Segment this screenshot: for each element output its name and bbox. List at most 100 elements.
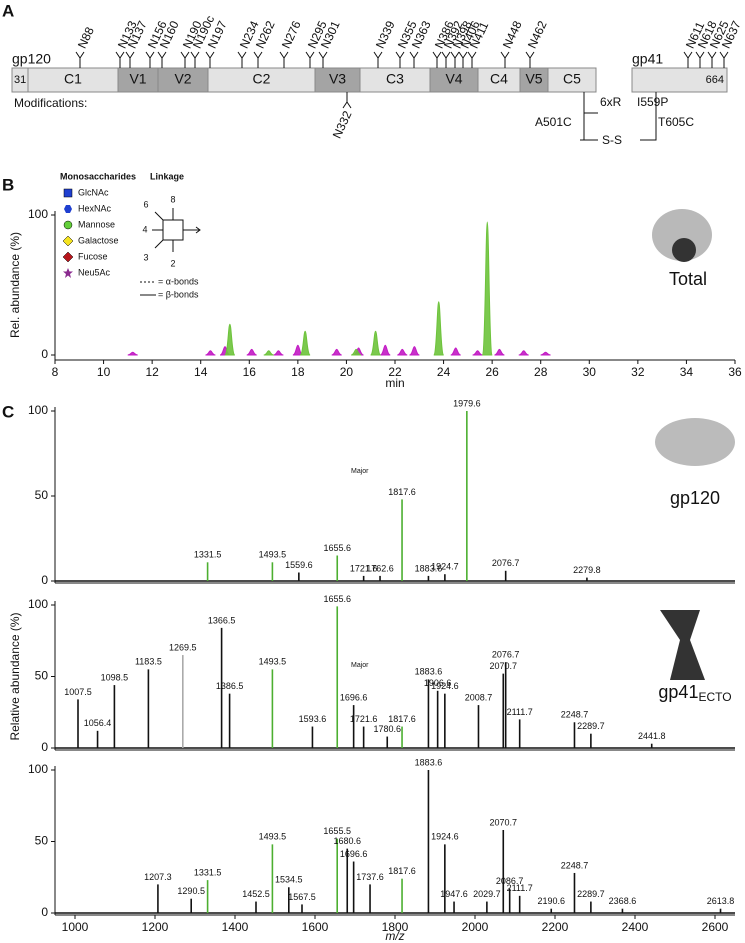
x-tick-label: 8 — [52, 365, 59, 379]
peak — [351, 348, 362, 356]
region — [547, 67, 597, 93]
peak-label: 1183.5 — [135, 657, 162, 667]
glycosite — [237, 51, 247, 68]
glycosite — [458, 51, 468, 68]
site-label: N276 — [279, 18, 304, 50]
glycosite — [318, 51, 328, 68]
glycosite — [180, 51, 190, 68]
legend-label: GlcNAc — [78, 187, 109, 197]
region-label: C3 — [386, 71, 404, 87]
y-axis-label: Rel. abundance (%) — [8, 232, 22, 338]
legend-symbol — [63, 220, 73, 230]
y-tick-label: 0 — [41, 347, 48, 361]
peak-label: 1655.6 — [323, 594, 351, 604]
peak-label: 2076.7 — [492, 558, 520, 568]
peak-label: 1207.3 — [144, 872, 172, 882]
legend-symbol — [62, 251, 74, 263]
site-label: N332 — [330, 108, 355, 140]
peak-label: 1924.6 — [431, 681, 459, 691]
legend-label: Galactose — [78, 235, 119, 245]
glycosite — [115, 51, 125, 68]
x-axis-label: m/z — [385, 929, 404, 943]
peak-label: 2070.7 — [490, 817, 518, 827]
y-tick-label: 50 — [35, 488, 49, 502]
region — [429, 67, 479, 93]
protein-bar — [631, 67, 728, 93]
x-tick-label: 2200 — [542, 920, 569, 934]
legend-label: Mannose — [78, 219, 115, 229]
peak-label: 1098.5 — [101, 672, 129, 682]
glycosite — [467, 51, 477, 68]
peak-label: 1979.6 — [453, 398, 481, 408]
glycosite — [75, 51, 85, 68]
peak-label: 1452.5 — [242, 889, 270, 899]
annotation: Major — [351, 662, 369, 669]
glycosite — [395, 51, 405, 68]
peak-label: 1721.6 — [350, 563, 378, 573]
x-tick-label: 1200 — [142, 920, 169, 934]
y-tick-label: 0 — [41, 573, 48, 587]
glycosite — [500, 51, 510, 68]
peak-label: 2613.8 — [707, 896, 735, 906]
panel-label: Total — [669, 269, 707, 289]
peak-label: 2111.7 — [507, 707, 533, 717]
peak-label: 1762.6 — [366, 563, 394, 573]
x-tick-label: 22 — [388, 365, 402, 379]
y-tick-label: 100 — [28, 207, 48, 221]
peak-label: 1947.6 — [440, 889, 468, 899]
peak-label: 2248.7 — [561, 710, 589, 720]
peak-label: 2248.7 — [561, 860, 589, 870]
linkage-number: 8 — [170, 194, 175, 204]
peak — [450, 347, 461, 356]
peak-label: 2008.7 — [465, 692, 493, 702]
legend-label: HexNAc — [78, 203, 112, 213]
modifications-label: Modifications: — [14, 96, 87, 110]
peak-label: 1696.6 — [340, 849, 368, 859]
peak-label: 2289.7 — [577, 721, 605, 731]
peak-label: 1780.6 — [373, 724, 401, 734]
annotation: Major — [351, 468, 369, 475]
glycosite — [279, 51, 289, 68]
x-tick-label: 36 — [728, 365, 742, 379]
peak — [472, 350, 483, 356]
x-tick-label: 10 — [97, 365, 111, 379]
linkage-number: 2 — [170, 258, 175, 268]
legend-label: Fucose — [78, 251, 108, 261]
peak-label: 1493.5 — [259, 832, 287, 842]
y-tick-label: 100 — [28, 597, 48, 611]
site-label: N448 — [500, 18, 525, 50]
glycosite — [373, 51, 383, 68]
x-tick-label: 1600 — [302, 920, 329, 934]
peak — [263, 350, 274, 356]
x-tick-label: 26 — [485, 365, 499, 379]
peak — [433, 301, 445, 356]
peak — [331, 348, 342, 356]
region-label: V4 — [445, 71, 462, 87]
y-tick-label: 100 — [28, 403, 48, 417]
region — [117, 67, 159, 93]
peak — [409, 346, 420, 356]
glycosite — [190, 51, 200, 68]
y-tick-label: 50 — [35, 669, 49, 683]
region-label: C5 — [563, 71, 581, 87]
glycosite — [450, 51, 460, 68]
site-label: N88 — [75, 24, 97, 50]
x-tick-label: 12 — [145, 365, 159, 379]
mod-label: I559P — [637, 95, 668, 109]
glycosite — [305, 51, 315, 68]
region — [157, 67, 209, 93]
glycosite — [205, 51, 215, 68]
region — [519, 67, 549, 93]
peak-label: 2441.8 — [638, 731, 666, 741]
peak-label: 1655.5 — [323, 826, 351, 836]
region-label: C2 — [253, 71, 271, 87]
peak — [397, 348, 408, 356]
peak — [494, 348, 505, 356]
region — [359, 67, 431, 93]
peak-label: 1680.6 — [333, 836, 361, 846]
x-tick-label: 28 — [534, 365, 548, 379]
peak-label: 1386.5 — [216, 681, 244, 691]
site-label: N462 — [525, 18, 550, 50]
peak — [380, 344, 391, 356]
legend-label: = β-bonds — [158, 289, 199, 299]
